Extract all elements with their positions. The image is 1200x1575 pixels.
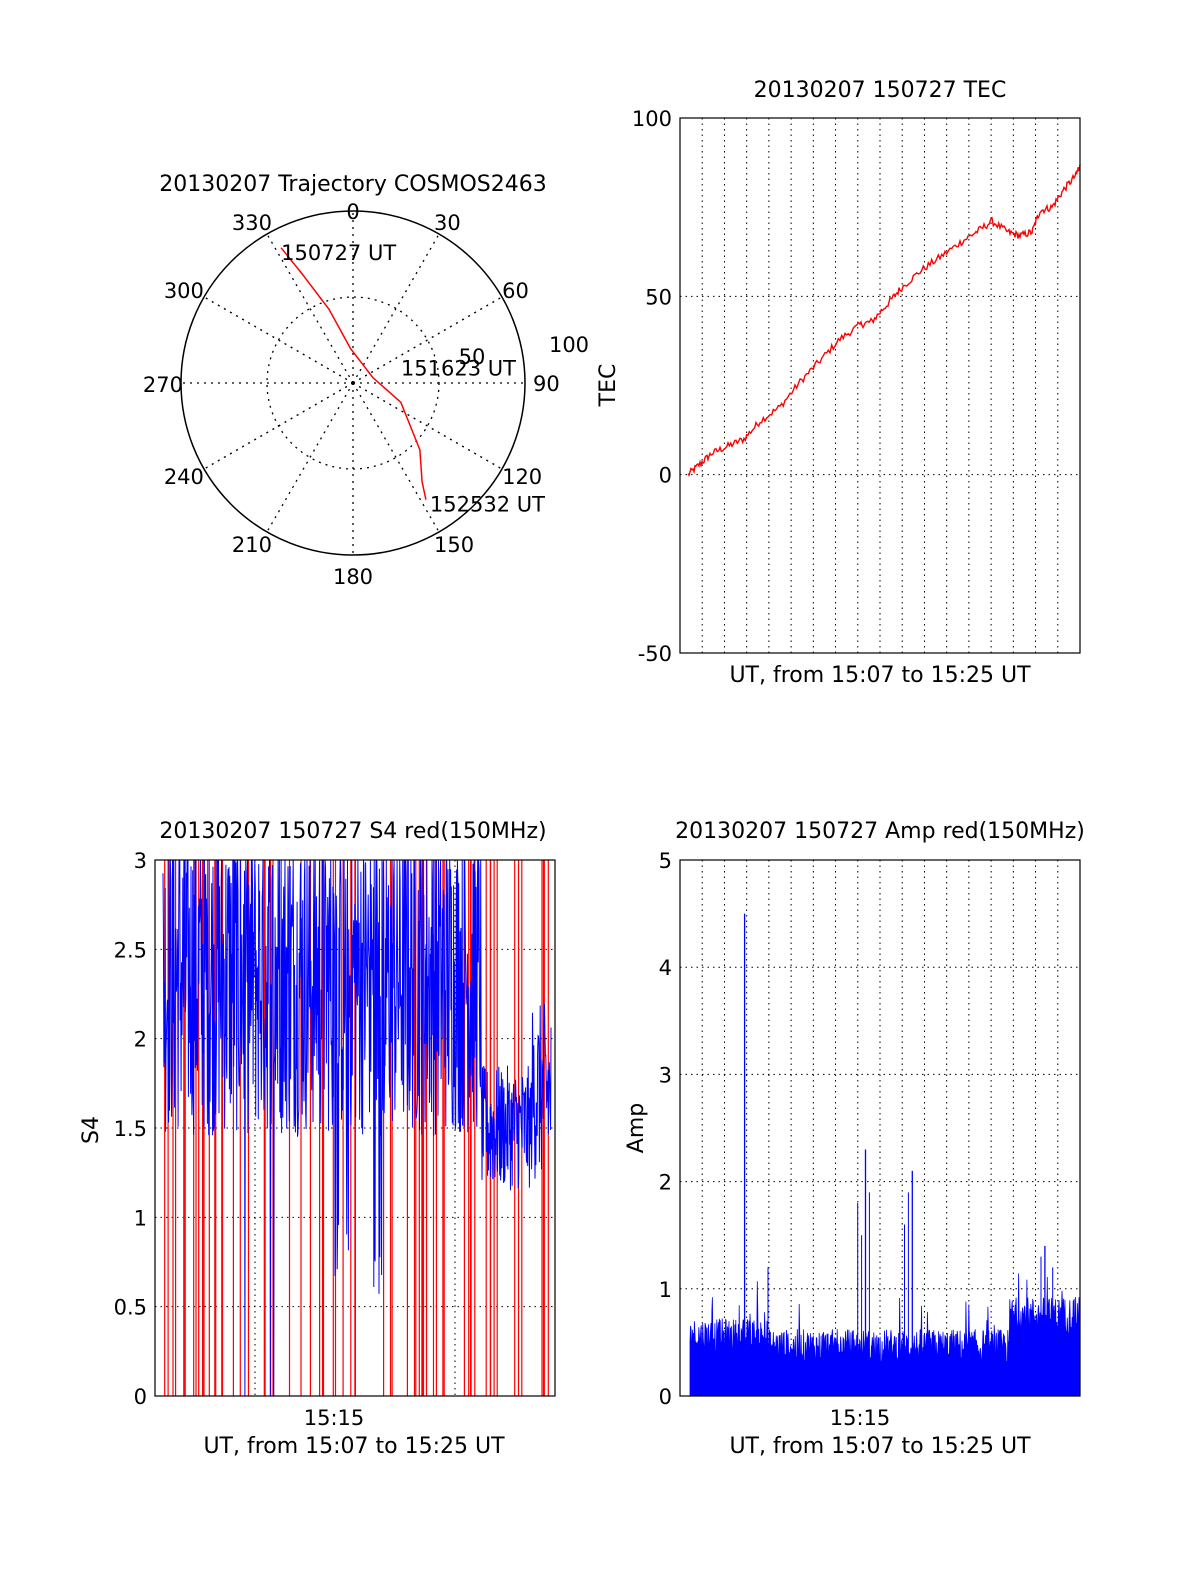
s4-y-tick-label: 2 — [134, 1028, 147, 1052]
trajectory-annotation: 151623 UT — [401, 357, 516, 381]
amp-y-tick-label: 1 — [659, 1278, 672, 1302]
polar-azimuth-label: 30 — [434, 211, 461, 235]
amp-frame — [679, 859, 1081, 1397]
trajectory-annotations: 150727 UT 151623 UT 152532 UT — [281, 241, 545, 517]
s4-y-tick-label: 1 — [134, 1206, 147, 1230]
polar-azimuth-label: 210 — [232, 533, 272, 557]
amp-y-tick-label: 5 — [659, 849, 672, 873]
tec-y-tick-labels: -50 0 50 100 — [632, 107, 672, 666]
polar-grid — [181, 211, 525, 555]
amp-y-tick-label: 2 — [659, 1171, 672, 1195]
trajectory-annotation: 150727 UT — [281, 241, 396, 265]
tec-x-label: UT, from 15:07 to 15:25 UT — [729, 663, 1031, 688]
tec-y-tick-label: 100 — [632, 107, 672, 131]
tec-plot: 20130207 150727 TEC -50 0 50 100 UT, from 1… — [596, 78, 1081, 688]
polar-outer-circle — [180, 210, 526, 556]
polar-spoke-240 — [203, 382, 354, 470]
tec-grid — [680, 118, 1080, 653]
polar-azimuth-label: 90 — [533, 372, 560, 396]
s4-y-tick-label: 0.5 — [114, 1296, 147, 1320]
s4-y-tick-label: 0 — [134, 1385, 147, 1409]
tec-title: 20130207 150727 TEC — [754, 78, 1007, 103]
amp-y-tick-label: 3 — [659, 1063, 672, 1087]
polar-azimuth-label: 60 — [502, 279, 529, 303]
trajectory-polar-plot: 20130207 Trajectory COSMOS2463 0 30 60 90 12… — [143, 172, 589, 589]
amp-y-tick-labels: 0 1 2 3 4 5 — [659, 849, 672, 1409]
s4-y-tick-label: 3 — [134, 849, 147, 873]
amp-series — [689, 913, 1081, 1397]
polar-spoke-60 — [352, 296, 503, 384]
polar-azimuth-label: 240 — [164, 465, 204, 489]
amp-y-tick-label: 4 — [659, 956, 672, 980]
polar-azimuth-label: 150 — [434, 533, 474, 557]
s4-blue-series — [162, 859, 552, 1397]
s4-x-label: UT, from 15:07 to 15:25 UT — [203, 1434, 505, 1459]
polar-azimuth-labels: 0 30 60 90 120 150 180 210 240 270 300 330 — [143, 200, 560, 589]
amp-x-label: UT, from 15:07 to 15:25 UT — [729, 1434, 1031, 1459]
polar-radial-label: 50 — [459, 345, 486, 369]
polar-title: 20130207 Trajectory COSMOS2463 — [159, 172, 546, 197]
polar-spoke-120 — [352, 382, 503, 470]
polar-azimuth-label: 120 — [502, 465, 542, 489]
polar-spoke-330 — [266, 233, 354, 384]
amp-title: 20130207 150727 Amp red(150MHz) — [675, 819, 1085, 844]
polar-spoke-150 — [352, 382, 440, 533]
polar-azimuth-label: 300 — [164, 279, 204, 303]
polar-radial-label: 100 — [549, 333, 589, 357]
tec-frame — [679, 117, 1081, 654]
polar-azimuth-label: 330 — [232, 211, 272, 235]
amp-plot: 20130207 150727 Amp red(150MHz) 0 1 2 3 4 5 1… — [624, 819, 1085, 1459]
polar-spoke-210 — [266, 382, 354, 533]
s4-plot: 20130207 150727 S4 red(150MHz) 0 0.5 1 1.5 2… — [79, 819, 556, 1459]
amp-y-label: Amp — [624, 1103, 649, 1153]
amp-y-tick-label: 0 — [659, 1385, 672, 1409]
polar-azimuth-label: 180 — [333, 565, 373, 589]
amp-grid — [680, 860, 1080, 1396]
polar-spoke-300 — [203, 296, 354, 384]
tec-y-label: TEC — [596, 364, 621, 408]
tec-series-line — [687, 164, 1081, 477]
amp-area — [689, 1273, 1081, 1397]
polar-radial-labels: 50 100 — [459, 333, 589, 369]
s4-y-tick-label: 2.5 — [114, 938, 147, 962]
s4-y-tick-label: 1.5 — [114, 1117, 147, 1141]
s4-y-tick-labels: 0 0.5 1 1.5 2 2.5 3 — [114, 849, 147, 1409]
s4-title: 20130207 150727 S4 red(150MHz) — [159, 819, 546, 844]
tec-y-tick-label: 0 — [659, 464, 672, 488]
s4-frame — [154, 859, 556, 1397]
tec-y-tick-label: 50 — [645, 285, 672, 309]
amp-x-tick-label: 15:15 — [830, 1406, 891, 1430]
s4-y-label: S4 — [79, 1116, 104, 1144]
s4-x-tick-label: 15:15 — [304, 1406, 365, 1430]
polar-spoke-30 — [352, 233, 440, 384]
trajectory-line — [280, 247, 427, 500]
trajectory-annotation: 152532 UT — [430, 493, 545, 517]
polar-azimuth-label: 270 — [143, 373, 183, 397]
polar-azimuth-label: 0 — [346, 200, 359, 224]
tec-y-tick-label: -50 — [638, 642, 672, 666]
